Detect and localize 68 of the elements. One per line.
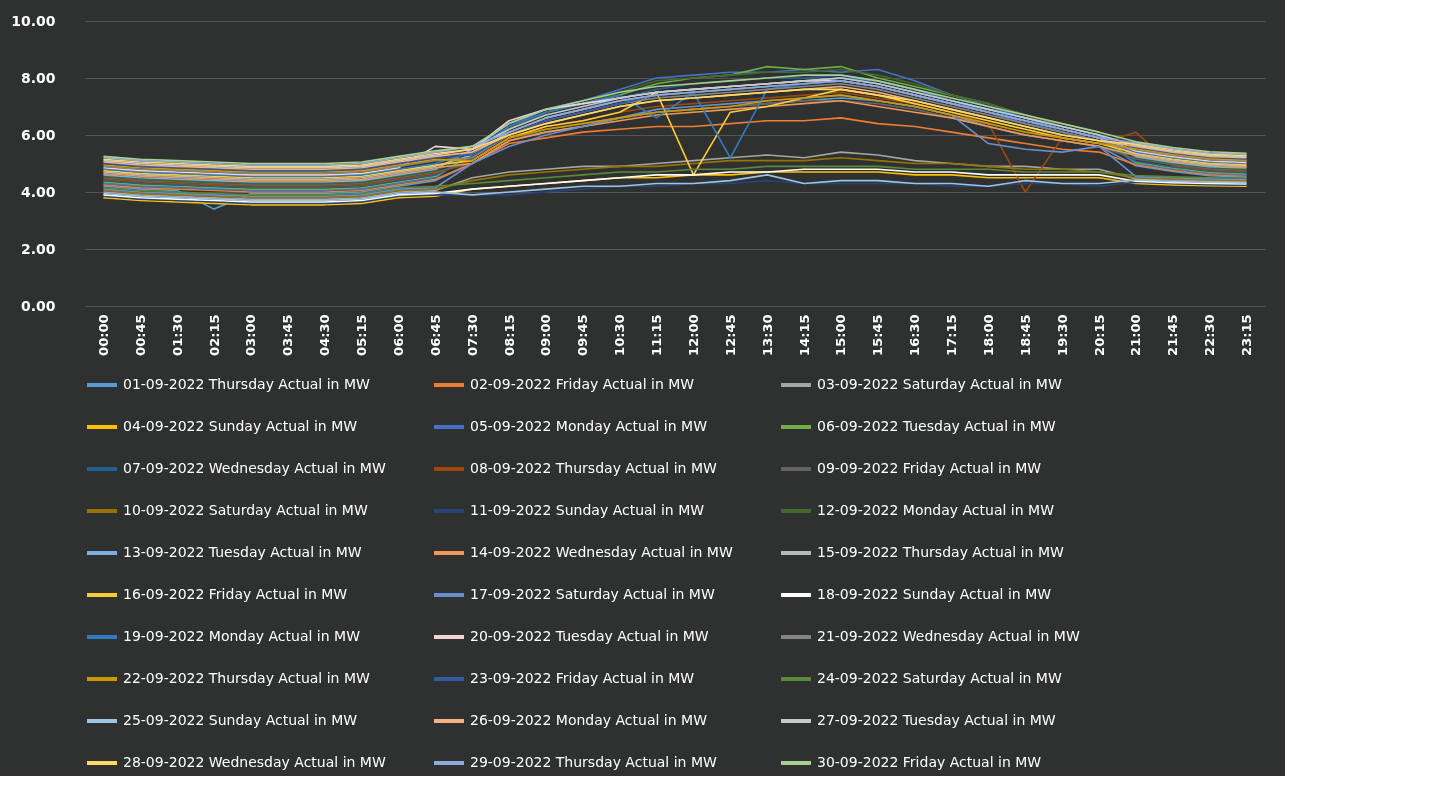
legend-label: 27-09-2022 Tuesday Actual in MW [817, 712, 1056, 728]
x-tick-label: 03:00 [243, 314, 259, 356]
x-tick-label: 11:15 [649, 314, 665, 356]
x-tick-label: 18:45 [1017, 314, 1033, 356]
legend-label: 30-09-2022 Friday Actual in MW [817, 754, 1042, 770]
x-tick-label: 00:45 [132, 314, 148, 356]
x-tick-label: 16:30 [907, 314, 923, 356]
x-tick-label: 02:15 [206, 314, 222, 356]
x-tick-label: 00:00 [95, 314, 111, 356]
legend-label: 03-09-2022 Saturday Actual in MW [817, 376, 1062, 392]
x-tick-label: 09:00 [538, 314, 554, 356]
x-tick-label: 08:15 [501, 314, 517, 356]
legend-label: 23-09-2022 Friday Actual in MW [470, 670, 695, 686]
legend-label: 02-09-2022 Friday Actual in MW [470, 376, 695, 392]
legend-label: 18-09-2022 Sunday Actual in MW [817, 586, 1052, 602]
x-tick-label: 15:45 [870, 314, 886, 356]
x-tick-label: 22:30 [1202, 314, 1218, 356]
y-tick-label: 6.00 [20, 126, 56, 143]
legend-label: 24-09-2022 Saturday Actual in MW [817, 670, 1062, 686]
legend-label: 28-09-2022 Wednesday Actual in MW [123, 754, 386, 770]
x-tick-label: 06:45 [427, 314, 443, 356]
x-tick-label: 23:15 [1239, 314, 1255, 356]
legend-label: 22-09-2022 Thursday Actual in MW [123, 670, 370, 686]
x-tick-label: 12:45 [722, 314, 738, 356]
legend-label: 09-09-2022 Friday Actual in MW [817, 460, 1042, 476]
x-tick-label: 21:45 [1165, 314, 1181, 356]
x-tick-label: 06:00 [390, 314, 406, 356]
x-tick-label: 14:15 [796, 314, 812, 356]
x-tick-label: 19:30 [1054, 314, 1070, 356]
legend-label: 11-09-2022 Sunday Actual in MW [470, 502, 705, 518]
legend-label: 13-09-2022 Tuesday Actual in MW [123, 544, 362, 560]
x-tick-label: 04:30 [317, 314, 333, 356]
x-tick-label: 15:00 [833, 314, 849, 356]
legend-label: 06-09-2022 Tuesday Actual in MW [817, 418, 1056, 434]
legend-label: 14-09-2022 Wednesday Actual in MW [470, 544, 733, 560]
legend-label: 17-09-2022 Saturday Actual in MW [470, 586, 715, 602]
legend-label: 29-09-2022 Thursday Actual in MW [470, 754, 717, 770]
legend-label: 26-09-2022 Monday Actual in MW [470, 712, 708, 728]
x-tick-label: 01:30 [169, 314, 185, 356]
y-tick-label: 4.00 [20, 183, 56, 200]
y-tick-label: 10.00 [11, 12, 56, 29]
legend-label: 19-09-2022 Monday Actual in MW [123, 628, 361, 644]
legend-label: 21-09-2022 Wednesday Actual in MW [817, 628, 1080, 644]
y-tick-label: 2.00 [20, 240, 56, 257]
x-tick-label: 17:15 [944, 314, 960, 356]
x-tick-label: 18:00 [980, 314, 996, 356]
x-tick-label: 10:30 [612, 314, 628, 356]
legend-label: 16-09-2022 Friday Actual in MW [123, 586, 348, 602]
legend-label: 07-09-2022 Wednesday Actual in MW [123, 460, 386, 476]
x-tick-label: 12:00 [685, 314, 701, 356]
legend-label: 04-09-2022 Sunday Actual in MW [123, 418, 358, 434]
x-tick-label: 05:15 [354, 314, 370, 356]
legend-label: 20-09-2022 Tuesday Actual in MW [470, 628, 709, 644]
legend-label: 10-09-2022 Saturday Actual in MW [123, 502, 368, 518]
legend-label: 08-09-2022 Thursday Actual in MW [470, 460, 717, 476]
x-tick-label: 07:30 [464, 314, 480, 356]
x-tick-label: 21:00 [1128, 314, 1144, 356]
x-tick-label: 13:30 [759, 314, 775, 356]
legend-label: 15-09-2022 Thursday Actual in MW [817, 544, 1064, 560]
x-tick-label: 03:45 [280, 314, 296, 356]
legend-label: 01-09-2022 Thursday Actual in MW [123, 376, 370, 392]
y-tick-label: 8.00 [20, 69, 56, 86]
legend-label: 12-09-2022 Monday Actual in MW [817, 502, 1055, 518]
legend-label: 25-09-2022 Sunday Actual in MW [123, 712, 358, 728]
y-tick-label: 0.00 [20, 297, 56, 314]
x-tick-label: 20:15 [1091, 314, 1107, 356]
legend-label: 05-09-2022 Monday Actual in MW [470, 418, 708, 434]
x-tick-label: 09:45 [575, 314, 591, 356]
